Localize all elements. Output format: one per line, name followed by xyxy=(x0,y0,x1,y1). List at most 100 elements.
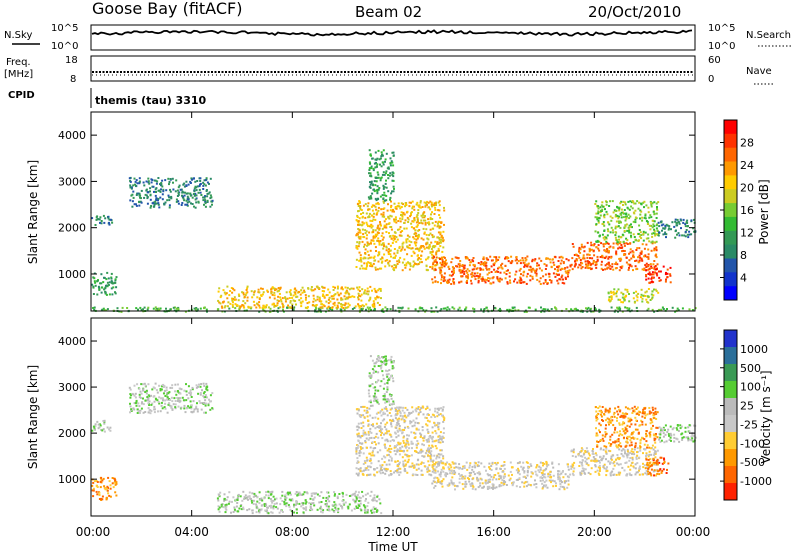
heatmap-cell xyxy=(582,254,585,257)
heatmap-cell xyxy=(134,402,137,405)
heatmap-cell xyxy=(352,287,355,290)
heatmap-cell xyxy=(384,423,387,426)
heatmap-cell xyxy=(275,497,278,500)
heatmap-cell xyxy=(647,257,650,260)
heatmap-cell xyxy=(456,265,459,268)
heatmap-cell xyxy=(426,269,429,272)
heatmap-cell xyxy=(526,471,529,474)
heatmap-cell xyxy=(555,484,557,487)
heatmap-cell xyxy=(377,209,380,212)
heatmap-cell xyxy=(664,231,667,234)
heatmap-cell xyxy=(377,389,380,392)
heatmap-cell xyxy=(392,380,395,383)
heatmap-cell xyxy=(224,507,227,510)
heatmap-cell xyxy=(398,261,401,264)
heatmap-cell xyxy=(472,260,475,263)
heatmap-cell xyxy=(366,205,369,208)
heatmap-cell xyxy=(181,396,184,399)
heatmap-cell xyxy=(665,278,667,281)
heatmap-cell xyxy=(111,482,114,485)
heatmap-cell xyxy=(360,414,363,417)
heatmap-cell xyxy=(361,288,364,291)
heatmap-cell xyxy=(358,414,361,417)
heatmap-cell xyxy=(197,385,199,388)
heatmap-cell xyxy=(363,460,366,463)
heatmap-cell xyxy=(628,208,631,211)
heatmap-cell xyxy=(471,271,474,274)
heatmap-cell xyxy=(544,280,547,283)
heatmap-cell xyxy=(594,230,597,233)
heatmap-cell xyxy=(607,221,610,224)
heatmap-cell xyxy=(380,466,383,469)
heatmap-cell xyxy=(285,492,288,495)
heatmap-cell xyxy=(596,259,599,262)
heatmap-cell xyxy=(447,281,450,284)
heatmap-cell xyxy=(203,307,205,310)
heatmap-cell xyxy=(463,267,466,270)
heatmap-cell xyxy=(355,449,358,451)
heatmap-cell xyxy=(195,407,198,410)
heatmap-cell xyxy=(252,499,255,502)
heatmap-cell xyxy=(592,249,595,252)
heatmap-cell xyxy=(592,244,595,247)
heatmap-cell xyxy=(260,497,263,500)
heatmap-cell xyxy=(578,248,581,251)
heatmap-cell xyxy=(536,278,539,281)
heatmap-cell xyxy=(321,307,324,310)
heatmap-cell xyxy=(373,494,376,497)
heatmap-cell xyxy=(588,250,591,253)
heatmap-cell xyxy=(392,164,395,167)
heatmap-cell xyxy=(429,457,432,460)
heatmap-cell xyxy=(255,306,258,309)
y-tick-label: 3000 xyxy=(58,175,86,188)
heatmap-cell xyxy=(336,495,339,498)
heatmap-cell xyxy=(365,411,368,414)
heatmap-cell xyxy=(210,196,213,199)
heatmap-cell xyxy=(266,511,269,514)
heatmap-cell xyxy=(100,478,103,481)
heatmap-cell xyxy=(622,200,625,203)
heatmap-cell xyxy=(490,265,493,268)
heatmap-cell xyxy=(184,191,187,194)
heatmap-cell xyxy=(396,412,399,415)
heatmap-cell xyxy=(357,409,360,412)
heatmap-cell xyxy=(357,474,360,476)
heatmap-cell xyxy=(403,418,406,421)
heatmap-cell xyxy=(620,301,623,304)
heatmap-cell xyxy=(369,183,372,186)
heatmap-cell xyxy=(348,495,351,497)
heatmap-cell xyxy=(487,258,490,261)
heatmap-cell xyxy=(480,278,483,281)
heatmap-cell xyxy=(556,279,559,282)
heatmap-cell xyxy=(176,396,179,399)
heatmap-cell xyxy=(389,164,392,167)
heatmap-cell xyxy=(439,231,442,234)
heatmap-cell xyxy=(439,482,442,485)
heatmap-cell xyxy=(108,223,111,226)
heatmap-cell xyxy=(381,194,384,197)
heatmap-cell xyxy=(185,383,187,386)
heatmap-cell xyxy=(107,476,110,479)
heatmap-cell xyxy=(158,402,161,405)
heatmap-cell xyxy=(562,476,565,479)
heatmap-cell xyxy=(194,180,197,183)
heatmap-cell xyxy=(161,185,164,188)
heatmap-cell xyxy=(363,245,365,248)
heatmap-cell xyxy=(138,412,141,414)
heatmap-cell xyxy=(373,212,375,215)
heatmap-cell xyxy=(325,300,328,303)
heatmap-cell xyxy=(335,504,338,507)
heatmap-cell xyxy=(387,453,390,456)
heatmap-cell xyxy=(357,245,360,248)
heatmap-cell xyxy=(385,362,388,365)
beam-title: Beam 02 xyxy=(355,3,422,21)
heatmap-cell xyxy=(154,188,157,191)
heatmap-cell xyxy=(415,241,418,244)
heatmap-cell xyxy=(364,216,367,219)
heatmap-cell xyxy=(471,272,474,275)
heatmap-cell xyxy=(414,229,417,232)
heatmap-cell xyxy=(290,499,292,502)
heatmap-cell xyxy=(389,403,392,406)
heatmap-cell xyxy=(281,500,284,502)
heatmap-cell xyxy=(246,291,249,294)
